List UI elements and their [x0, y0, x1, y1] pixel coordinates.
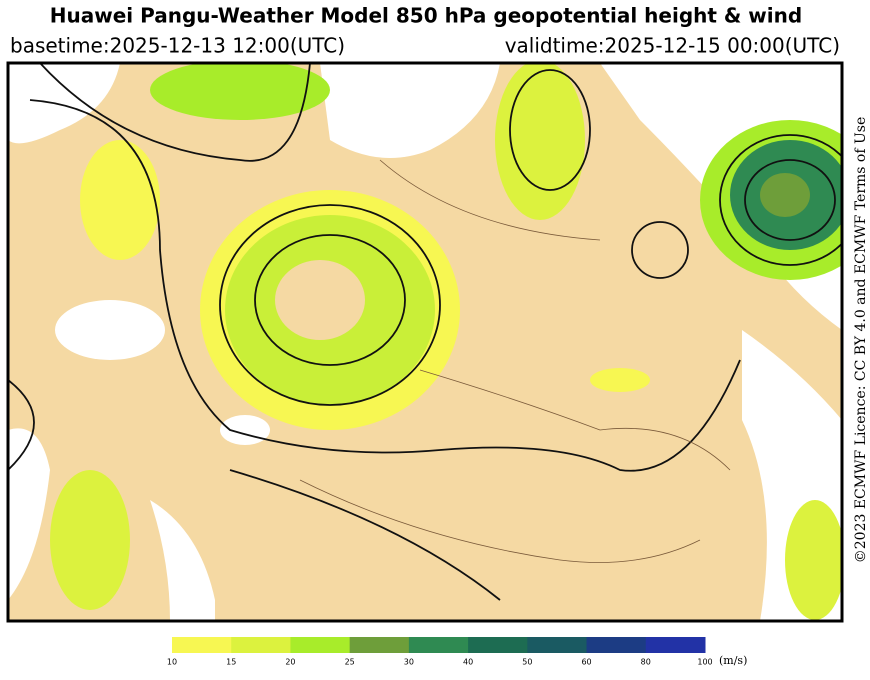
contour	[29, 99, 741, 472]
wind-area	[495, 63, 585, 220]
colorbar-tick-label: 10	[167, 658, 177, 667]
colorbar-tick-label: 25	[345, 658, 355, 667]
border	[379, 159, 601, 241]
colorbar-segment	[349, 637, 410, 653]
sea	[8, 63, 120, 144]
wind-area	[150, 63, 330, 120]
credit: ©2023 ECMWF Licence: CC BY 4.0 and ECMWF…	[853, 117, 869, 564]
contour	[631, 221, 689, 279]
map	[8, 63, 842, 621]
border	[419, 369, 731, 471]
contour	[719, 134, 842, 266]
sea	[55, 300, 165, 360]
wind-area	[275, 260, 365, 340]
sea	[220, 415, 270, 445]
contour	[509, 69, 591, 191]
colorbar-tick-label: 30	[404, 658, 414, 667]
colorbar-unit: (m/s)	[719, 654, 747, 667]
colorbar-tick-label: 50	[522, 658, 532, 667]
contour	[744, 159, 836, 241]
colorbar-segment	[586, 637, 647, 653]
border	[299, 479, 701, 563]
contour	[254, 234, 406, 366]
colorbar-segment	[172, 637, 232, 653]
contour	[219, 204, 441, 406]
colorbar-segment	[468, 637, 528, 653]
colorbar-segment	[231, 637, 291, 653]
title: Huawei Pangu-Weather Model 850 hPa geopo…	[50, 4, 802, 28]
validtime: validtime:2025-12-15 00:00(UTC)	[505, 34, 840, 58]
colorbar-tick-label: 80	[641, 658, 651, 667]
contour	[8, 379, 35, 471]
wind-area	[785, 500, 842, 620]
wind-area	[590, 368, 650, 392]
wind-area	[50, 470, 130, 610]
colorbar-segment	[290, 637, 351, 653]
colorbar-segment	[645, 637, 706, 653]
colorbar-tick-label: 100	[697, 658, 712, 667]
colorbar-tick-label: 60	[581, 658, 591, 667]
sea	[320, 63, 500, 158]
colorbar-tick-label: 40	[463, 658, 473, 667]
contour	[39, 63, 311, 162]
contour	[229, 469, 501, 601]
map-frame	[6, 61, 844, 623]
colorbar-tick-label: 20	[285, 658, 295, 667]
wind-area	[760, 173, 810, 217]
sea	[8, 428, 50, 600]
colorbar-tick-label: 15	[226, 658, 236, 667]
colorbar-segment	[527, 637, 588, 653]
wind-area	[80, 140, 160, 260]
colorbar-segment	[408, 637, 469, 653]
basetime: basetime:2025-12-13 12:00(UTC)	[10, 34, 345, 58]
sea	[150, 500, 215, 621]
colorbar: 10 15 20 25 30 40 50 60 80 100 (m/s)	[167, 637, 747, 667]
